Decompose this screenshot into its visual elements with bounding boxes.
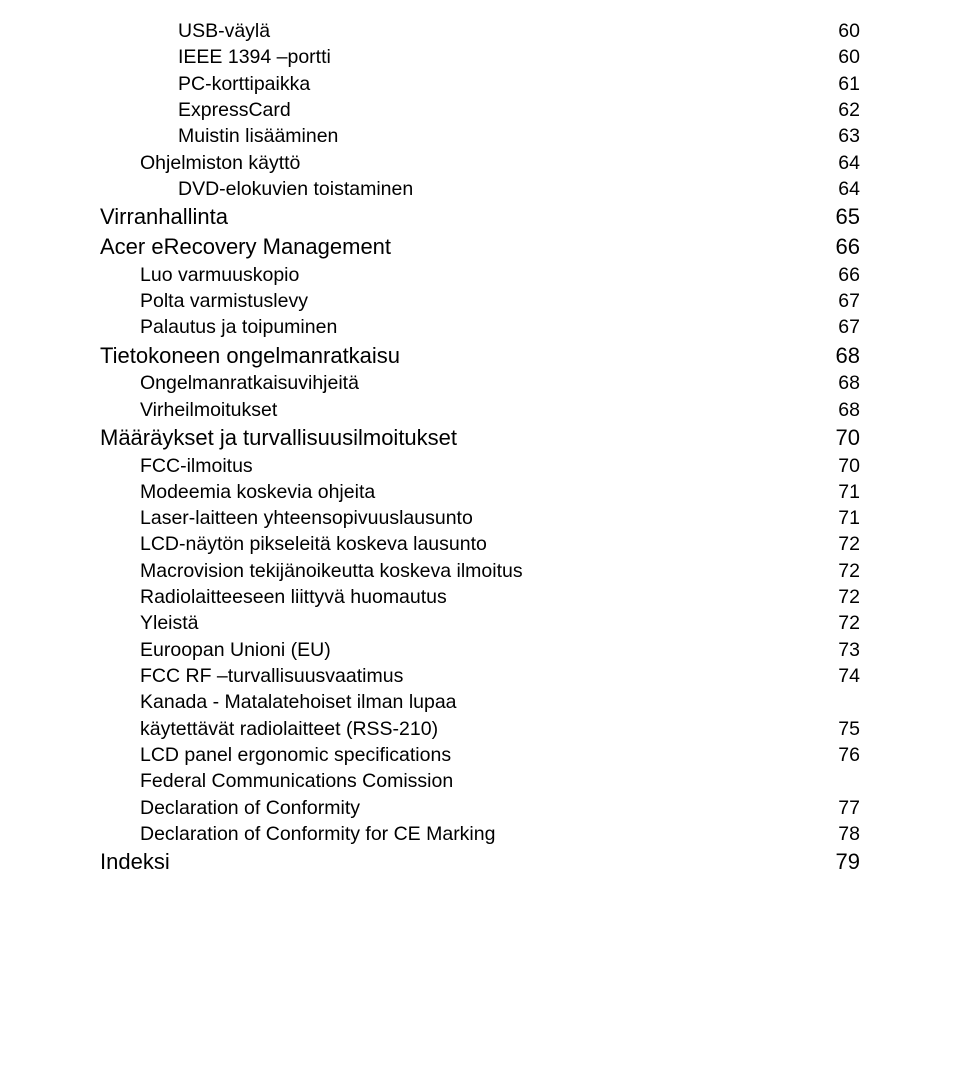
toc-row: Ongelmanratkaisuvihjeitä 68 — [100, 370, 860, 396]
toc-page-number: 66 — [826, 262, 860, 288]
toc-label: Ohjelmiston käyttö — [140, 150, 300, 176]
toc-page-number: 72 — [826, 610, 860, 636]
toc-page-number: 64 — [826, 176, 860, 202]
toc-label: Radiolaitteeseen liittyvä huomautus — [140, 584, 447, 610]
toc-page-number: 62 — [826, 97, 860, 123]
toc-row: Luo varmuuskopio 66 — [100, 262, 860, 288]
toc-page-number: 61 — [826, 71, 860, 97]
toc-label: Federal Communications Comission — [140, 768, 453, 794]
toc-row: Declaration of Conformity 77 — [100, 795, 860, 821]
toc-label: Macrovision tekijänoikeutta koskeva ilmo… — [140, 558, 523, 584]
toc-label: LCD panel ergonomic specifications — [140, 742, 451, 768]
toc-page-number: 71 — [826, 479, 860, 505]
toc-row: LCD-näytön pikseleitä koskeva lausunto 72 — [100, 531, 860, 557]
toc-row: käytettävät radiolaitteet (RSS-210) 75 — [100, 716, 860, 742]
toc-page-number: 75 — [826, 716, 860, 742]
toc-page-number: 77 — [826, 795, 860, 821]
toc-page-number: 79 — [824, 847, 860, 877]
toc-row: Acer eRecovery Management 66 — [100, 232, 860, 262]
toc-row: Virheilmoitukset 68 — [100, 397, 860, 423]
toc-page-number: 60 — [826, 44, 860, 70]
toc-label: Declaration of Conformity for CE Marking — [140, 821, 495, 847]
toc-label: DVD-elokuvien toistaminen — [178, 176, 413, 202]
toc-row: Palautus ja toipuminen 67 — [100, 314, 860, 340]
toc-label: Luo varmuuskopio — [140, 262, 299, 288]
toc-row: Virranhallinta 65 — [100, 202, 860, 232]
toc-label: käytettävät radiolaitteet (RSS-210) — [140, 716, 438, 742]
toc-row: ExpressCard 62 — [100, 97, 860, 123]
toc-label: Virranhallinta — [100, 202, 228, 232]
toc-label: Laser-laitteen yhteensopivuuslausunto — [140, 505, 473, 531]
toc-row: Federal Communications Comission — [100, 768, 860, 794]
toc-row: Määräykset ja turvallisuusilmoitukset 70 — [100, 423, 860, 453]
toc-page-number: 73 — [826, 637, 860, 663]
toc-label: Palautus ja toipuminen — [140, 314, 337, 340]
toc-row: FCC RF –turvallisuusvaatimus 74 — [100, 663, 860, 689]
toc-page-number: 76 — [826, 742, 860, 768]
toc-row: Tietokoneen ongelmanratkaisu 68 — [100, 341, 860, 371]
toc-page-number: 72 — [826, 531, 860, 557]
toc-row: Kanada - Matalatehoiset ilman lupaa — [100, 689, 860, 715]
toc-row: Modeemia koskevia ohjeita 71 — [100, 479, 860, 505]
toc-page-number: 63 — [826, 123, 860, 149]
toc-label: Määräykset ja turvallisuusilmoitukset — [100, 423, 457, 453]
toc-page-number: 70 — [826, 453, 860, 479]
toc-label: PC-korttipaikka — [178, 71, 310, 97]
toc-page: USB-väylä60IEEE 1394 –portti60PC-korttip… — [0, 0, 960, 1073]
toc-page-number: 60 — [826, 18, 860, 44]
toc-label: Muistin lisääminen — [178, 123, 338, 149]
toc-page-number: 64 — [826, 150, 860, 176]
toc-page-number: 71 — [826, 505, 860, 531]
toc-row: FCC-ilmoitus 70 — [100, 453, 860, 479]
toc-page-number: 74 — [826, 663, 860, 689]
toc-page-number: 70 — [824, 423, 860, 453]
toc-row: DVD-elokuvien toistaminen 64 — [100, 176, 860, 202]
toc-row: Muistin lisääminen 63 — [100, 123, 860, 149]
toc-label: Euroopan Unioni (EU) — [140, 637, 331, 663]
toc-row: Laser-laitteen yhteensopivuuslausunto 71 — [100, 505, 860, 531]
toc-page-number: 68 — [826, 370, 860, 396]
toc-page-number: 67 — [826, 288, 860, 314]
toc-page-number: 68 — [826, 397, 860, 423]
toc-row: Indeksi 79 — [100, 847, 860, 877]
toc-label: USB-väylä — [178, 18, 270, 44]
toc-label: Yleistä — [140, 610, 199, 636]
toc-label: IEEE 1394 –portti — [178, 44, 331, 70]
toc-page-number: 72 — [826, 558, 860, 584]
toc-page-number: 67 — [826, 314, 860, 340]
toc-row: Polta varmistuslevy 67 — [100, 288, 860, 314]
toc-label: Ongelmanratkaisuvihjeitä — [140, 370, 359, 396]
toc-page-number: 78 — [826, 821, 860, 847]
toc-page-number: 72 — [826, 584, 860, 610]
toc-label: LCD-näytön pikseleitä koskeva lausunto — [140, 531, 487, 557]
toc-page-number: 66 — [824, 232, 860, 262]
toc-label: ExpressCard — [178, 97, 291, 123]
toc-label: Acer eRecovery Management — [100, 232, 391, 262]
toc-label: Virheilmoitukset — [140, 397, 277, 423]
toc-label: FCC-ilmoitus — [140, 453, 253, 479]
toc-page-number: 65 — [824, 202, 860, 232]
toc-label: FCC RF –turvallisuusvaatimus — [140, 663, 403, 689]
toc-label: Tietokoneen ongelmanratkaisu — [100, 341, 400, 371]
toc-row: Ohjelmiston käyttö 64 — [100, 150, 860, 176]
toc-page-number: 68 — [824, 341, 860, 371]
toc-row: USB-väylä 60 — [100, 18, 860, 44]
toc-label: Declaration of Conformity — [140, 795, 360, 821]
toc-row: Yleistä 72 — [100, 610, 860, 636]
toc-row: Declaration of Conformity for CE Marking… — [100, 821, 860, 847]
toc-row: PC-korttipaikka 61 — [100, 71, 860, 97]
toc-row: Macrovision tekijänoikeutta koskeva ilmo… — [100, 558, 860, 584]
toc-label: Kanada - Matalatehoiset ilman lupaa — [140, 689, 457, 715]
toc-label: Modeemia koskevia ohjeita — [140, 479, 375, 505]
toc-row: LCD panel ergonomic specifications 76 — [100, 742, 860, 768]
toc-row: IEEE 1394 –portti 60 — [100, 44, 860, 70]
toc-label: Indeksi — [100, 847, 170, 877]
toc-label: Polta varmistuslevy — [140, 288, 308, 314]
toc-row: Radiolaitteeseen liittyvä huomautus 72 — [100, 584, 860, 610]
toc-row: Euroopan Unioni (EU) 73 — [100, 637, 860, 663]
